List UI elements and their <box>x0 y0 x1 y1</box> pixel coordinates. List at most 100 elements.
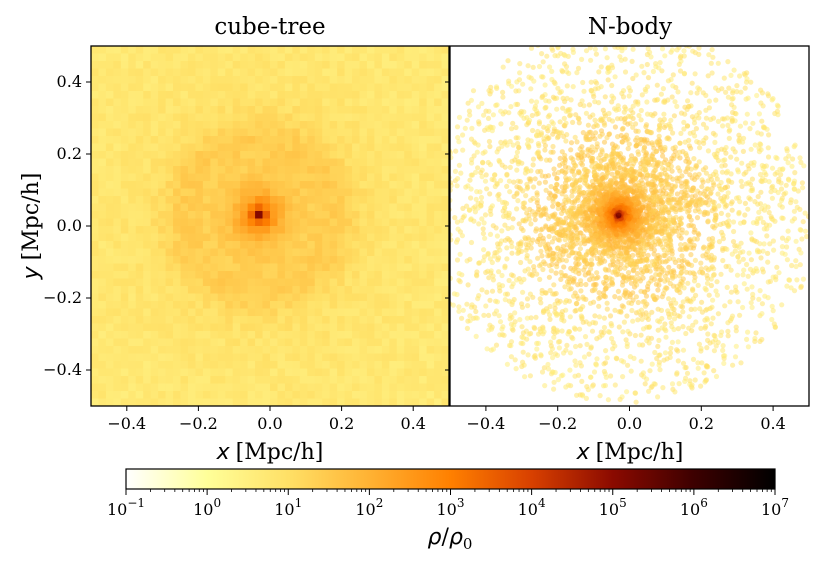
heatmap-cell <box>426 271 435 280</box>
heatmap-cell <box>374 188 383 197</box>
heatmap-cell <box>292 331 301 340</box>
heatmap-cell <box>434 53 443 62</box>
particle-point <box>584 341 590 347</box>
heatmap-cell <box>210 166 219 175</box>
heatmap-cell <box>255 166 264 175</box>
heatmap-cell <box>389 391 398 400</box>
heatmap-cell <box>225 248 234 257</box>
heatmap-cell <box>381 353 390 362</box>
heatmap-cell <box>411 368 420 377</box>
heatmap-cell <box>322 353 331 362</box>
heatmap-cell <box>434 301 443 310</box>
heatmap-cell <box>366 203 376 212</box>
heatmap-cell <box>389 98 398 107</box>
heatmap-cell <box>366 391 376 400</box>
heatmap-cell <box>158 136 167 145</box>
heatmap-cell <box>165 391 174 400</box>
heatmap-cell <box>143 98 152 107</box>
heatmap-cell <box>344 218 353 227</box>
heatmap-cell <box>299 286 308 295</box>
heatmap-cell <box>441 76 449 85</box>
heatmap-cell <box>396 121 405 130</box>
heatmap-cell <box>322 113 331 122</box>
heatmap-cell <box>284 271 293 280</box>
heatmap-cell <box>173 331 182 340</box>
heatmap-cell <box>225 376 234 385</box>
heatmap-cell <box>307 143 316 152</box>
heatmap-cell <box>91 353 100 362</box>
heatmap-cell <box>292 61 301 70</box>
heatmap-cell <box>225 346 234 355</box>
particle-point <box>724 168 731 174</box>
heatmap-cell <box>158 248 167 257</box>
heatmap-cell <box>135 106 144 115</box>
heatmap-cell <box>352 368 361 377</box>
heatmap-cell <box>307 338 316 347</box>
heatmap-cell <box>396 143 405 152</box>
particle-point <box>464 203 470 209</box>
heatmap-cell <box>322 256 331 265</box>
particle-point <box>714 176 720 182</box>
heatmap-cell <box>240 376 249 385</box>
heatmap-cell <box>150 248 159 257</box>
heatmap-cell <box>307 151 316 160</box>
heatmap-cell <box>225 166 234 175</box>
heatmap-cell <box>337 91 346 100</box>
heatmap-cell <box>262 248 271 257</box>
heatmap-cell <box>210 293 219 302</box>
heatmap-cell <box>411 46 420 55</box>
heatmap-cell <box>337 233 346 242</box>
heatmap-cell <box>322 98 331 107</box>
heatmap-cell <box>329 346 338 355</box>
heatmap-cell <box>225 203 234 212</box>
particle-point <box>585 122 592 128</box>
heatmap-cell <box>366 293 376 302</box>
heatmap-cell <box>270 106 279 115</box>
particle-point <box>699 184 705 190</box>
heatmap-cell <box>195 106 204 115</box>
heatmap-cell <box>434 61 443 70</box>
heatmap-cell <box>128 383 137 392</box>
heatmap-cell <box>426 316 435 325</box>
heatmap-cell <box>217 308 226 317</box>
heatmap-cell <box>217 113 226 122</box>
heatmap-cell <box>337 346 346 355</box>
heatmap-cell <box>404 136 413 145</box>
heatmap-cell <box>284 166 293 175</box>
heatmap-cell <box>113 196 122 205</box>
heatmap-cell <box>247 98 256 107</box>
heatmap-cell <box>98 151 107 160</box>
heatmap-cell <box>135 241 144 250</box>
heatmap-cell <box>292 323 301 332</box>
heatmap-cell <box>292 391 301 400</box>
particle-point <box>747 196 753 202</box>
heatmap-cell <box>255 323 264 332</box>
heatmap-cell <box>255 53 264 62</box>
particle-point <box>754 220 760 226</box>
heatmap-cell <box>419 203 428 212</box>
heatmap-cell <box>210 98 219 107</box>
heatmap-cell <box>210 53 219 62</box>
particle-point <box>510 216 516 222</box>
heatmap-cell <box>187 181 197 190</box>
heatmap-cell <box>381 241 390 250</box>
heatmap-cell <box>255 293 264 302</box>
heatmap-cell <box>270 353 279 362</box>
heatmap-cell <box>135 61 144 70</box>
heatmap-cell <box>284 61 293 70</box>
heatmap-cell <box>292 196 301 205</box>
heatmap-cell <box>322 128 331 137</box>
particle-point <box>674 103 680 109</box>
heatmap-cell <box>277 391 286 400</box>
heatmap-cell <box>411 158 420 167</box>
particle-point <box>731 67 737 73</box>
heatmap-cell <box>359 98 368 107</box>
heatmap-cell <box>232 271 241 280</box>
heatmap-cell <box>195 248 204 257</box>
heatmap-cell <box>143 338 152 347</box>
particle-point <box>688 252 694 258</box>
heatmap-cell <box>143 106 152 115</box>
heatmap-cell <box>173 226 182 235</box>
heatmap-cell <box>277 331 286 340</box>
heatmap-cell <box>359 278 368 287</box>
